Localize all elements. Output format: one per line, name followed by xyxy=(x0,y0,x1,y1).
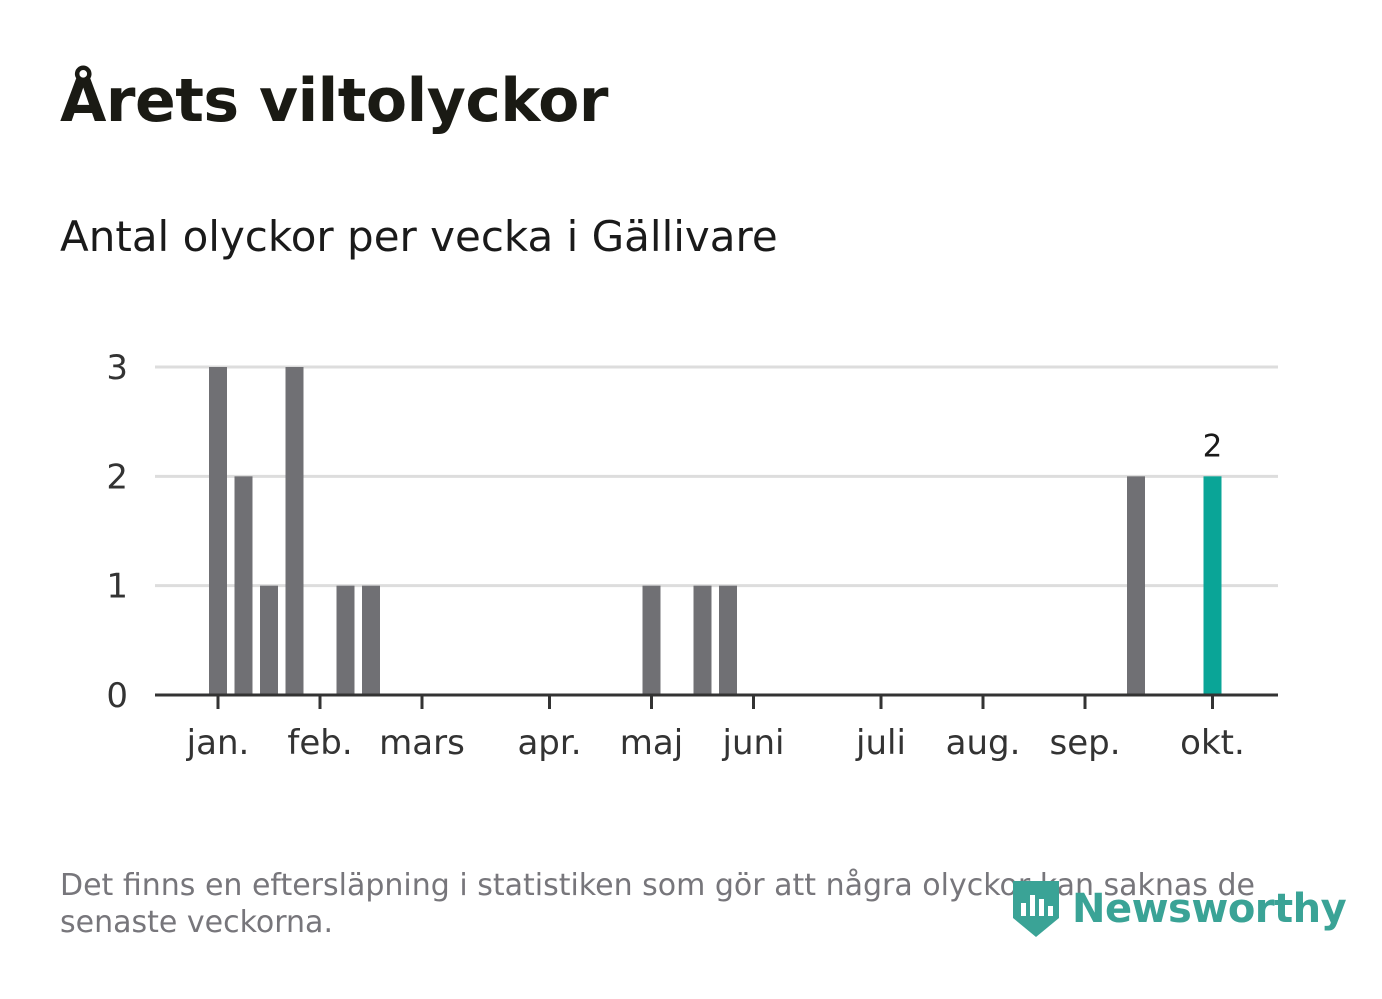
y-tick-label-3: 3 xyxy=(106,348,128,388)
bar-week-37 xyxy=(1127,476,1145,695)
grid-lines xyxy=(155,365,1278,588)
bar-week-2 xyxy=(234,476,253,695)
bar-week-18 xyxy=(642,585,661,695)
x-tick-label: juni xyxy=(722,723,785,763)
bar-week-20 xyxy=(693,585,712,695)
newsworthy-bar-chart-shield-icon xyxy=(1013,881,1059,937)
x-tick-label: juli xyxy=(855,723,906,763)
x-tick-label: maj xyxy=(620,723,683,763)
bar-week-7 xyxy=(362,585,380,695)
bar-week-6 xyxy=(336,585,355,695)
chart-subtitle: Antal olyckor per vecka i Gällivare xyxy=(60,212,778,261)
x-tick-label: jan. xyxy=(186,723,250,763)
bar-week-21 xyxy=(719,585,737,695)
logo-text: Newsworthy xyxy=(1072,886,1347,932)
x-tick-label: mars xyxy=(379,723,465,763)
y-tick-label-2: 2 xyxy=(106,457,128,497)
x-tick-label: apr. xyxy=(517,723,581,763)
bars: 2 xyxy=(209,367,1222,695)
y-tick-label-1: 1 xyxy=(106,567,128,607)
bar-week-3 xyxy=(260,585,278,695)
axes: 0 1 2 3 jan. feb. mars apr. maj juni juli aug. sep. o… xyxy=(106,348,1278,763)
bar-week-40 xyxy=(1203,476,1222,695)
x-tick-label: aug. xyxy=(946,723,1021,763)
x-tick-label: sep. xyxy=(1049,723,1120,763)
bar-week-4 xyxy=(285,367,304,695)
y-tick-label-0: 0 xyxy=(106,676,128,716)
x-tick-label: okt. xyxy=(1180,723,1245,763)
bar-data-label: 2 xyxy=(1203,428,1223,464)
bar-week-1 xyxy=(209,367,227,695)
chart-title: Årets viltolyckor xyxy=(60,66,609,136)
newsworthy-logo[interactable]: Newsworthy xyxy=(1010,878,1347,940)
x-tick-label: feb. xyxy=(287,723,352,763)
